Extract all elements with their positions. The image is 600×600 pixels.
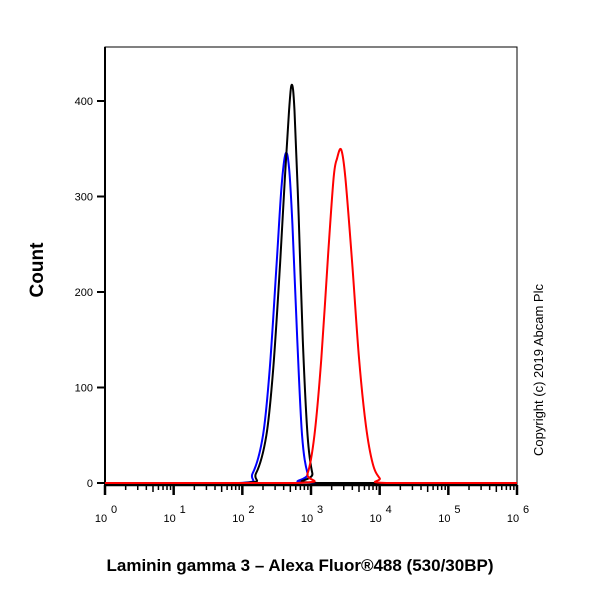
x-tick-label: 10 (370, 513, 382, 525)
x-tick-label: 10 (164, 513, 176, 525)
x-tick-label: 10 (507, 513, 519, 525)
x-tick-exponent: 2 (248, 504, 254, 516)
x-axis-label: Laminin gamma 3 – Alexa Fluor®488 (530/3… (106, 556, 494, 575)
x-tick-label: 10 (95, 513, 107, 525)
y-tick-label: 200 (75, 287, 93, 299)
series-line-0 (104, 151, 517, 485)
series-line-1 (104, 83, 517, 485)
y-tick-label: 100 (75, 383, 93, 395)
x-tick-exponent: 4 (386, 504, 392, 516)
series-line-2 (104, 147, 517, 485)
x-tick-exponent: 1 (180, 504, 186, 516)
x-tick-exponent: 5 (454, 504, 460, 516)
x-tick-exponent: 6 (523, 504, 529, 516)
x-tick-exponent: 3 (317, 504, 323, 516)
x-tick-label: 10 (301, 513, 313, 525)
y-axis-label: Count (27, 242, 48, 298)
x-tick-exponent: 0 (111, 504, 117, 516)
y-tick-label: 300 (75, 192, 93, 204)
plot-frame (104, 46, 518, 486)
y-tick-label: 400 (75, 96, 93, 108)
x-tick-label: 10 (438, 513, 450, 525)
copyright-annotation: Copyright (c) 2019 Abcam Plc (531, 284, 546, 456)
x-tick-label: 10 (232, 513, 244, 525)
y-tick-label: 0 (87, 478, 93, 490)
